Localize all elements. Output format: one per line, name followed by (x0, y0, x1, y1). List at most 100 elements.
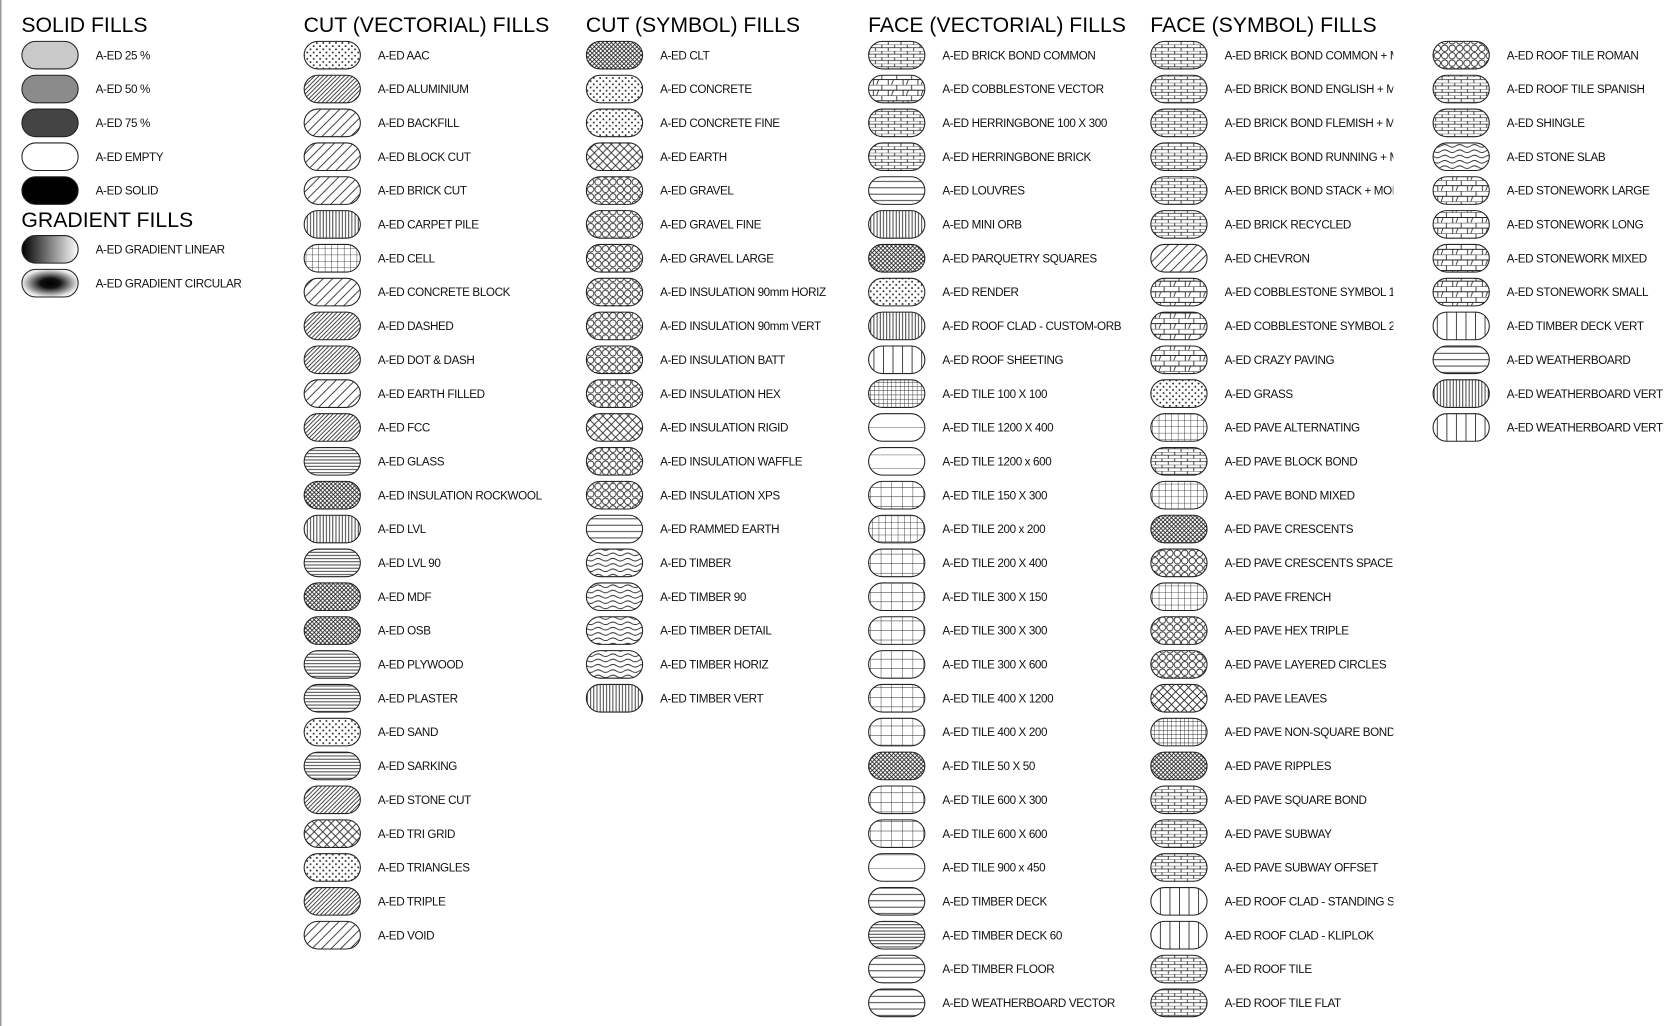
swatch-outline (1150, 954, 1208, 984)
fill-label: A-ED GRADIENT LINEAR (96, 243, 225, 256)
swatch-pattern (304, 819, 361, 848)
swatch-pattern (586, 413, 643, 442)
swatch-outline (1432, 345, 1490, 375)
fill-label: A-ED TRIANGLES (378, 862, 470, 875)
swatch-outline (303, 582, 361, 612)
swatch-outline (868, 108, 926, 138)
swatch-pattern (1150, 75, 1208, 103)
swatch-outline (1150, 887, 1208, 916)
fill-label: A-ED TIMBER 90 (660, 591, 747, 604)
fill-label: A-ED ROOF CLAD - STANDING SEAM (1225, 895, 1419, 908)
swatch-pattern (868, 887, 925, 916)
fill-item: A-ED 50 % (21, 74, 150, 104)
fill-label: A-ED TILE 200 x 200 (942, 523, 1046, 536)
swatch-outline (868, 311, 926, 341)
swatch-pattern (868, 616, 925, 645)
fill-label: A-ED INSULATION BATT (660, 354, 785, 367)
fill-label: A-ED PAVE FRENCH (1225, 591, 1331, 604)
fill-item: A-ED BLOCK CUT (303, 142, 471, 172)
fill-item: A-ED STONEWORK LARGE (1432, 176, 1650, 205)
fill-item: A-ED CONCRETE FINE (585, 108, 781, 138)
fill-item: A-ED BRICK BOND COMMON + MORTA (1150, 40, 1393, 70)
swatch-outline (868, 920, 926, 950)
fill-item: A-ED HERRINGBONE BRICK (868, 142, 1092, 172)
swatch-outline (1150, 413, 1208, 442)
swatch-pattern (1150, 41, 1208, 69)
swatch-outline (585, 379, 644, 408)
swatch-outline (868, 717, 926, 747)
fill-label: A-ED TILE 600 X 300 (942, 794, 1048, 807)
fill-label: A-ED FCC (378, 422, 430, 435)
fill-item: A-ED WEATHERBOARD VERT (1432, 379, 1663, 408)
fill-label: A-ED TIMBER DECK VERT (1507, 320, 1644, 333)
fill-label: A-ED STONEWORK SMALL (1507, 286, 1649, 299)
swatch-pattern (868, 785, 925, 814)
swatch-pattern (868, 312, 925, 340)
fill-label: A-ED COBBLESTONE VECTOR (942, 83, 1103, 96)
swatch-outline (868, 447, 926, 476)
fill-label: A-ED TILE 200 X 400 (942, 557, 1048, 570)
fill-label: A-ED PLYWOOD (378, 659, 463, 672)
swatch-pattern (1150, 515, 1208, 543)
swatch-pattern (868, 549, 925, 577)
fill-label: A-ED DOT & DASH (378, 354, 475, 367)
swatch-outline (1432, 108, 1490, 138)
fill-label: A-ED CARPET PILE (378, 219, 479, 232)
fill-item: A-ED PAVE CRESCENTS (1150, 514, 1354, 544)
fill-item: A-ED COBBLESTONE SYMBOL 1 (1150, 277, 1393, 307)
fill-label: A-ED WEATHERBOARD VERT (1507, 388, 1663, 401)
fill-item: A-ED PAVE CRESCENTS SPACED (1150, 548, 1393, 578)
swatch-outline (868, 74, 926, 104)
fill-label: A-ED CHEVRON (1225, 252, 1310, 265)
swatch-outline (21, 268, 79, 298)
swatch-pattern (1150, 616, 1208, 645)
fill-label: A-ED CRAZY PAVING (1225, 354, 1335, 367)
fill-item: A-ED TILE 300 X 600 (868, 650, 1048, 679)
swatch-outline (868, 819, 926, 848)
fill-label: A-ED WEATHERBOARD VERT 150 (1507, 422, 1664, 435)
fill-item: A-ED CARPET PILE (303, 210, 480, 239)
swatch-outline (585, 447, 644, 476)
fill-item: A-ED MINI ORB (868, 210, 1023, 239)
swatch-pattern (586, 616, 643, 645)
fill-item: A-ED GRADIENT CIRCULAR (21, 268, 242, 298)
fill-item: A-ED CRAZY PAVING (1150, 345, 1335, 375)
swatch-pattern (304, 142, 361, 171)
swatch-outline (1150, 819, 1208, 848)
fill-label: A-ED ROOF CLAD - KLIPLOK (1225, 929, 1375, 942)
fill-item: A-ED EARTH FILLED (303, 379, 485, 408)
swatch-outline (21, 142, 79, 172)
swatch-outline (585, 142, 644, 172)
swatch-outline (1150, 988, 1208, 1018)
fill-label: A-ED INSULATION WAFFLE (660, 455, 803, 468)
fill-item: A-ED TIMBER DETAIL (585, 616, 773, 645)
swatch-pattern (304, 718, 361, 746)
swatch-pattern (304, 345, 361, 374)
swatch-outline (1432, 243, 1490, 273)
swatch-outline (1150, 142, 1208, 172)
fill-label: A-ED TRIPLE (378, 895, 446, 908)
fill-label: A-ED ROOF TILE FLAT (1225, 997, 1341, 1010)
swatch-outline (585, 413, 644, 442)
fill-item: A-ED BRICK BOND STACK + MORTAR (1150, 176, 1393, 205)
swatch-pattern (868, 684, 925, 713)
swatch-pattern (586, 176, 643, 205)
fill-item: A-ED ROOF TILE ROMAN (1432, 40, 1639, 70)
swatch-outline (303, 514, 361, 544)
fill-label: A-ED PAVE LEAVES (1225, 692, 1328, 705)
swatch-outline (303, 277, 361, 307)
fill-item: A-ED EMPTY (21, 142, 164, 172)
fill-item: A-ED TILE 400 X 200 (868, 717, 1048, 747)
swatch-outline (585, 582, 644, 612)
fill-label: A-ED 25 % (96, 49, 150, 62)
swatch-outline (303, 108, 361, 138)
swatch-pattern (586, 481, 643, 509)
fill-label: A-ED WEATHERBOARD (1507, 354, 1631, 367)
fill-item: A-ED VOID (303, 920, 435, 950)
swatch-pattern (304, 447, 361, 476)
swatch-pattern (1433, 75, 1490, 103)
fill-label: A-ED AAC (378, 49, 429, 62)
fill-label: A-ED TILE 1200 X 400 (942, 422, 1054, 435)
fill-item: A-ED RENDER (868, 277, 1019, 307)
